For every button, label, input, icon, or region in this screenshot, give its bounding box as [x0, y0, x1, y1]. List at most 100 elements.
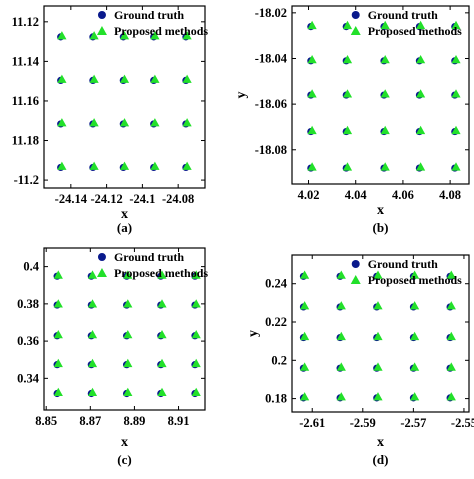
proposed-point	[89, 74, 99, 83]
proposed-point	[373, 362, 383, 371]
proposed-point	[182, 31, 192, 40]
proposed-point	[446, 362, 456, 371]
legend-marker-ground-truth	[97, 11, 106, 19]
y-tick-label: 0.34	[17, 371, 40, 385]
panel-d: -2.61 -2.59 -2.57 -2.55 0.24 0.22 0.2 0.18 x y (d)…	[246, 254, 474, 467]
proposed-point	[451, 55, 461, 64]
proposed-point	[57, 31, 67, 40]
proposed-point	[119, 161, 130, 170]
y-tick-label: 0.22	[265, 315, 287, 329]
proposed-point	[342, 162, 353, 171]
proposed-point	[123, 358, 133, 368]
x-tick-label: 8.85	[35, 414, 57, 428]
x-tick-label: 4.04	[345, 188, 368, 202]
proposed-point	[191, 270, 201, 279]
proposed-point	[87, 387, 98, 396]
x-tick-label: -24.1	[129, 192, 155, 206]
y-tick-label: 11.18	[12, 134, 39, 148]
proposed-point	[307, 20, 317, 30]
proposed-point	[53, 270, 63, 279]
proposed-point	[307, 125, 317, 135]
axes-frame	[291, 5, 470, 185]
proposed-point	[123, 330, 133, 339]
proposed-point	[182, 161, 192, 170]
proposed-point	[157, 358, 167, 368]
proposed-point	[451, 89, 461, 98]
proposed-point	[89, 31, 99, 40]
proposed-point	[157, 387, 167, 396]
x-tick-label: 4.02	[298, 188, 320, 202]
y-tick-label: -18.04	[255, 51, 288, 65]
proposed-point	[380, 125, 390, 135]
x-tick-label: 8.91	[168, 414, 190, 428]
legend-label-proposed: Proposed methods	[368, 24, 462, 38]
x-tick-label: 8.87	[79, 414, 101, 428]
legend-marker-proposed	[96, 268, 107, 277]
x-tick-label: 4.06	[392, 188, 414, 202]
proposed-point	[191, 387, 201, 396]
proposed-point	[416, 55, 426, 64]
proposed-point	[342, 20, 353, 30]
y-tick-label: 0.24	[265, 277, 288, 291]
panel-caption: (d)	[373, 452, 389, 467]
y-axis-label: y	[246, 330, 261, 337]
y-tick-label: 0.2	[271, 353, 287, 367]
x-tick-label: -2.59	[350, 416, 376, 430]
y-tick-label: -18.08	[255, 143, 287, 157]
proposed-point	[89, 161, 99, 170]
proposed-point	[182, 74, 192, 83]
proposed-point	[446, 392, 456, 401]
proposed-point	[342, 89, 353, 98]
legend-marker-ground-truth	[97, 253, 106, 261]
proposed-point	[119, 118, 130, 127]
proposed-point	[119, 31, 130, 40]
proposed-point	[123, 270, 133, 279]
proposed-point	[380, 20, 390, 30]
proposed-point	[410, 392, 420, 401]
proposed-point	[191, 299, 201, 308]
proposed-point	[373, 331, 383, 341]
proposed-point	[191, 358, 201, 368]
proposed-point	[380, 162, 390, 171]
proposed-point	[300, 392, 310, 401]
x-tick-label: 4.08	[439, 188, 461, 202]
proposed-point	[182, 118, 192, 127]
proposed-point	[342, 125, 353, 135]
proposed-point	[150, 74, 160, 83]
proposed-point	[123, 387, 133, 396]
proposed-point	[53, 358, 63, 368]
legend-marker-proposed	[350, 275, 361, 284]
legend-marker-ground-truth	[351, 260, 360, 268]
legend-label-ground-truth: Ground truth	[368, 257, 438, 271]
x-tick-label: -2.57	[400, 416, 426, 430]
proposed-point	[157, 330, 167, 339]
proposed-point	[416, 20, 426, 30]
x-axis-label: x	[377, 203, 384, 218]
proposed-point	[446, 331, 456, 341]
proposed-point	[157, 299, 167, 308]
proposed-point	[87, 330, 98, 339]
proposed-point	[336, 331, 346, 341]
x-tick-label: -2.61	[299, 416, 325, 430]
proposed-point	[157, 270, 167, 279]
proposed-point	[336, 362, 346, 371]
x-axis-label: x	[377, 435, 384, 450]
y-tick-label: 0.18	[265, 392, 287, 406]
proposed-point	[373, 270, 383, 279]
x-tick-label: -24.08	[162, 192, 194, 206]
proposed-point	[307, 89, 317, 98]
axes-frame	[43, 247, 206, 411]
proposed-point	[89, 118, 99, 127]
proposed-point	[380, 55, 390, 64]
proposed-point	[57, 74, 67, 83]
panel-caption: (a)	[117, 220, 132, 235]
proposed-point	[87, 270, 98, 279]
proposed-point	[300, 331, 310, 341]
proposed-point	[446, 301, 456, 310]
proposed-point	[300, 301, 310, 310]
y-tick-label: -18.02	[255, 6, 287, 20]
panel-caption: (b)	[373, 220, 389, 235]
y-tick-label: -11.2	[14, 173, 39, 187]
proposed-point	[416, 125, 426, 135]
